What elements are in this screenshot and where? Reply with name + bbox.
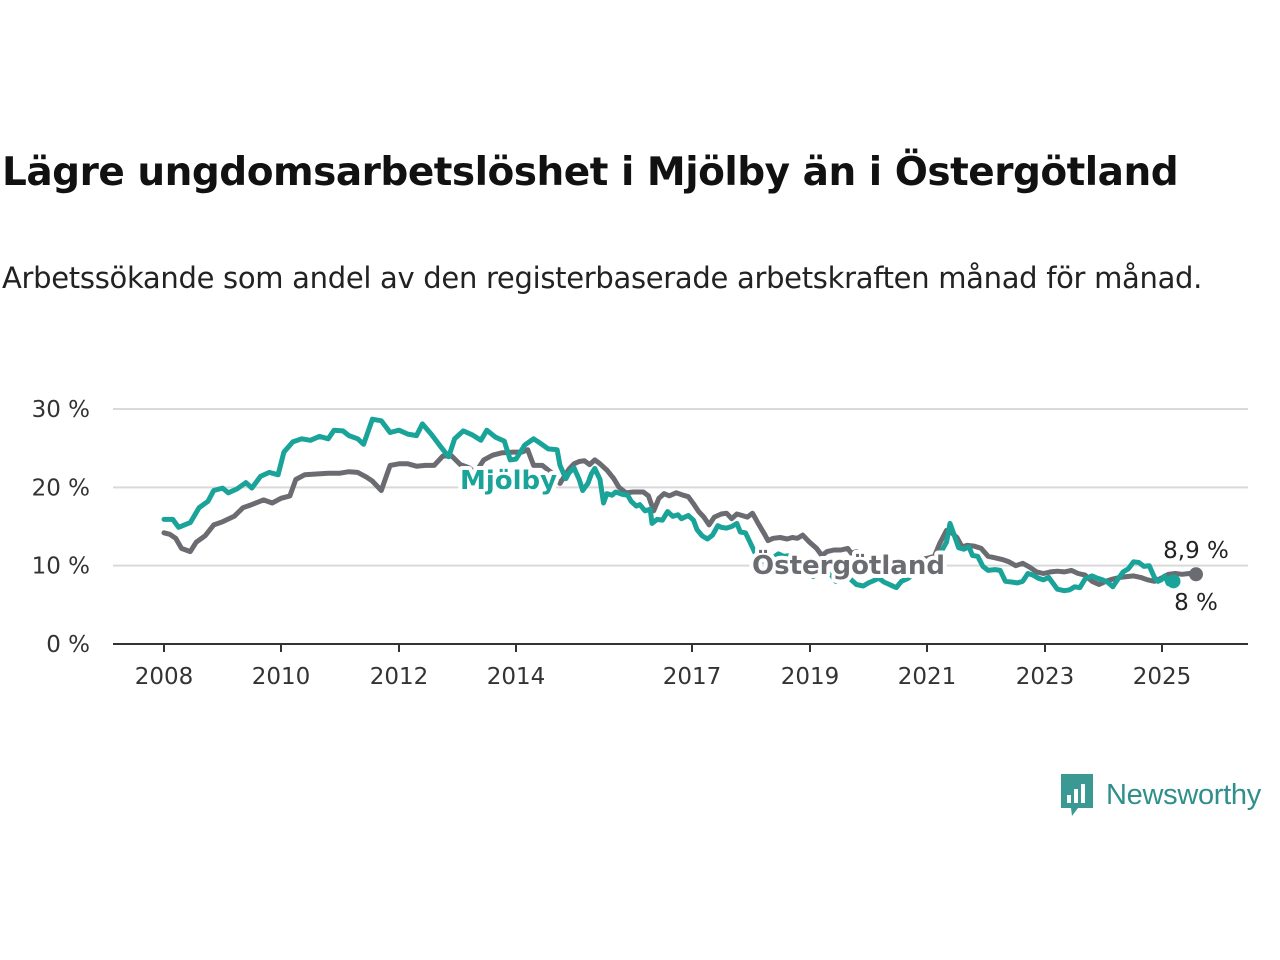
y-tick-label: 10 % (32, 554, 90, 580)
end-label-ostergotland: 8,9 % (1163, 538, 1229, 564)
y-tick-label: 20 % (32, 475, 90, 501)
newsworthy-brand: Newsworthy (1058, 772, 1261, 818)
x-tick-label: 2014 (487, 664, 546, 690)
x-tick-label: 2023 (1016, 664, 1075, 690)
x-axis-ticks: 2008 2010 2012 2014 2017 2019 2021 2023 2025 (135, 644, 1192, 690)
end-label-mjolby: 8 % (1174, 590, 1218, 616)
series-label-ostergotland: Östergötland (752, 548, 945, 581)
chart-subtitle: Arbetssökande som andel av den registerb… (2, 261, 1203, 295)
newsworthy-logo-icon (1061, 774, 1093, 816)
series-line--sterg-tland (161, 447, 1199, 587)
series-end-marker (1166, 574, 1181, 589)
x-tick-label: 2008 (135, 664, 194, 690)
y-tick-label: 0 % (46, 632, 90, 658)
series-lines (161, 416, 1203, 594)
x-tick-label: 2019 (781, 664, 840, 690)
series-end-marker (1189, 567, 1203, 582)
series-label-mjolby: Mjölby (460, 466, 557, 496)
series-labels: Mjölby Östergötland 8,9 % 8 % (456, 462, 1232, 619)
y-tick-label: 30 % (32, 397, 90, 423)
y-axis-ticks: 0 % 10 % 20 % 30 % (32, 397, 90, 658)
x-tick-label: 2012 (370, 664, 429, 690)
grid-lines (113, 408, 1248, 645)
line-chart: 0 % 10 % 20 % 30 % 2008 2010 2012 2014 2017 2019… (32, 397, 1248, 690)
series-line-mj-lby (161, 416, 1176, 594)
x-tick-label: 2017 (663, 664, 722, 690)
brand-name: Newsworthy (1106, 778, 1261, 811)
x-tick-label: 2021 (898, 664, 957, 690)
x-tick-label: 2025 (1133, 664, 1192, 690)
x-tick-label: 2010 (252, 664, 311, 690)
chart-title: Lägre ungdomsarbetslöshet i Mjölby än i … (2, 150, 1179, 195)
